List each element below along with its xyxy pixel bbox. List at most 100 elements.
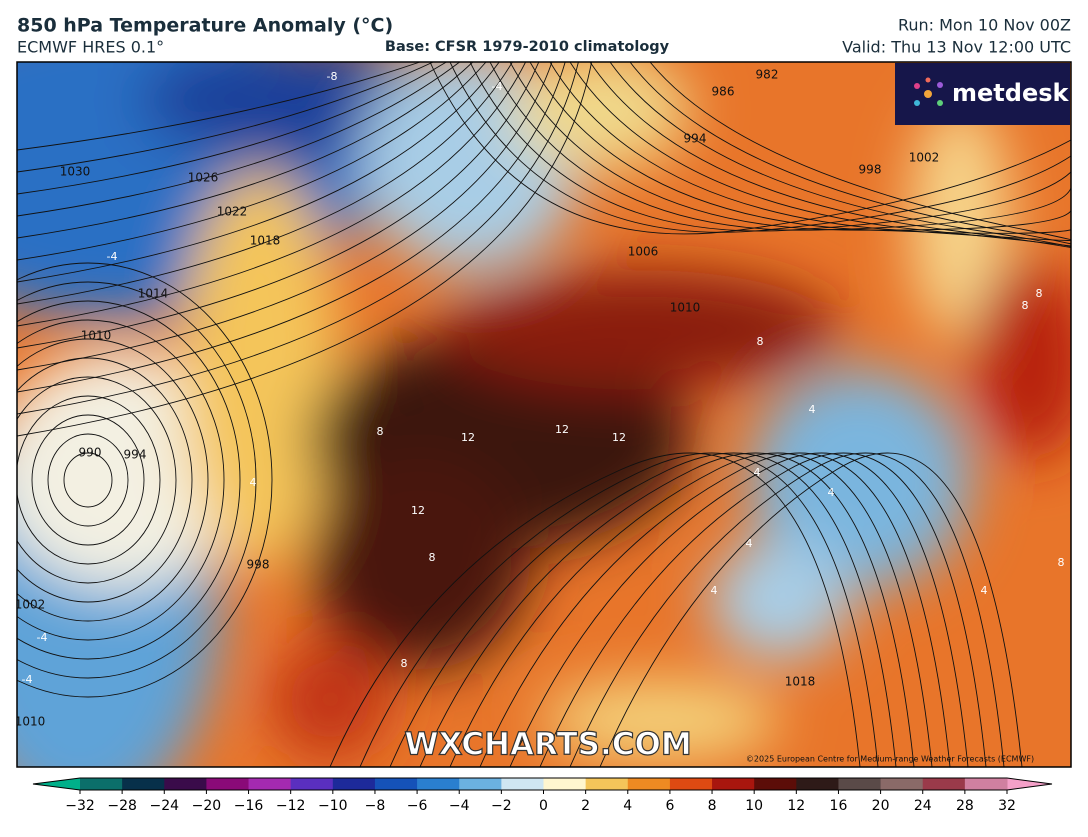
isobar xyxy=(17,262,273,698)
isobar xyxy=(17,319,225,641)
pressure-label: 998 xyxy=(247,558,270,572)
isobar xyxy=(429,62,1071,235)
isobar xyxy=(549,62,1071,242)
colorbar-tick-label: −20 xyxy=(192,798,222,814)
isobar xyxy=(17,62,447,195)
colorbar-tick-label: 32 xyxy=(998,798,1016,814)
colorbar-tick-label: −4 xyxy=(449,798,470,814)
colorbar-tick-label: 0 xyxy=(539,798,548,814)
anomaly-label: 4 xyxy=(711,584,718,597)
isobar xyxy=(359,452,879,767)
colorbar-segment xyxy=(80,778,123,790)
isobar xyxy=(17,62,500,283)
colorbar-tick-label: 20 xyxy=(872,798,890,814)
isobar xyxy=(569,452,1005,767)
isobar xyxy=(17,62,513,305)
isobar xyxy=(17,357,193,603)
anomaly-label: 12 xyxy=(555,423,569,436)
pressure-label: 990 xyxy=(79,446,102,460)
pressure-label: 998 xyxy=(859,163,882,177)
colorbar-tick-label: −6 xyxy=(407,798,428,814)
colorbar-segment xyxy=(796,778,839,790)
isobar xyxy=(17,62,487,261)
isobar xyxy=(509,62,1071,231)
colorbar-tick-label: 28 xyxy=(956,798,974,814)
colorbar-segment xyxy=(585,778,629,790)
run: Run: Mon 10 Nov 00Z xyxy=(898,16,1071,35)
pressure-label: 1010 xyxy=(15,715,46,729)
anomaly-label: 8 xyxy=(757,335,764,348)
anomaly-label: 8 xyxy=(1036,287,1043,300)
pressure-label: 1006 xyxy=(628,245,659,259)
colorbar-tick-label: 12 xyxy=(787,798,805,814)
isobar xyxy=(17,62,460,217)
colorbar-segment xyxy=(248,778,292,790)
isobar xyxy=(63,452,113,508)
colorbar-below xyxy=(33,778,80,790)
isobar xyxy=(47,433,129,527)
isobar xyxy=(17,62,434,173)
pressure-label: 1010 xyxy=(81,329,112,343)
colorbar-tick-label: −12 xyxy=(276,798,306,814)
anomaly-label: 4 xyxy=(981,584,988,597)
pressure-label: 1010 xyxy=(670,301,701,315)
pressure-label: 994 xyxy=(684,132,707,146)
valid: Valid: Thu 13 Nov 12:00 UTC xyxy=(842,38,1071,57)
isobars xyxy=(17,62,1071,767)
colorbar-tick-label: 4 xyxy=(623,798,632,814)
pressure-label: 1014 xyxy=(138,287,169,301)
colorbar-tick-label: −24 xyxy=(149,798,179,814)
colorbar-segment xyxy=(122,778,165,790)
isobar xyxy=(17,338,209,622)
pressure-label: 1002 xyxy=(15,598,46,612)
isobar xyxy=(609,62,1071,284)
colorbar-tick-label: −16 xyxy=(234,798,264,814)
pressure-label: 1026 xyxy=(188,171,219,185)
isobar xyxy=(589,62,1071,268)
anomaly-label: 4 xyxy=(250,476,257,489)
colorbar-segment xyxy=(543,778,587,790)
pressure-label: 1018 xyxy=(785,675,816,689)
isobar xyxy=(649,62,1071,316)
model: ECMWF HRES 0.1° xyxy=(17,38,164,57)
pressure-label: 1022 xyxy=(217,205,248,219)
colorbar-segment xyxy=(164,778,207,790)
isobar xyxy=(17,62,579,415)
isobar xyxy=(629,62,1071,300)
isobar xyxy=(17,300,241,660)
pressure-label: 986 xyxy=(712,85,735,99)
colorbar-tick-label: −2 xyxy=(491,798,512,814)
isobar xyxy=(469,62,1071,232)
colorbar-segment xyxy=(838,778,882,790)
copyright: ©2025 European Centre for Medium-range W… xyxy=(746,755,1034,764)
colorbar-segment xyxy=(964,778,1008,790)
isobar xyxy=(569,62,1071,253)
anomaly-label: -4 xyxy=(37,631,48,644)
anomaly-label: -4 xyxy=(492,80,503,93)
isobar xyxy=(17,62,474,239)
anomaly-label: 4 xyxy=(828,486,835,499)
colorbar-tick-label: −10 xyxy=(318,798,348,814)
anomaly-label: 8 xyxy=(401,657,408,670)
anomaly-label: 4 xyxy=(746,537,753,550)
colorbar-segment xyxy=(627,778,671,790)
colorbar-tick-label: 10 xyxy=(745,798,763,814)
colorbar-segment xyxy=(206,778,250,790)
colorbar-segment xyxy=(417,778,460,790)
colorbar-segment xyxy=(332,778,376,790)
colorbar: −32 −28 −24 −20 −16 −12 −10 −8 −6 −4 −2 0 2 4 6 8 10 12 16… xyxy=(32,777,1053,814)
pressure-label: 1002 xyxy=(909,151,940,165)
title: 850 hPa Temperature Anomaly (°C) xyxy=(17,15,393,37)
isobar xyxy=(389,452,897,767)
colorbar-segment xyxy=(880,778,924,790)
anomaly-label: 12 xyxy=(461,431,475,444)
colorbar-segment xyxy=(459,778,502,790)
isobar xyxy=(17,62,593,437)
colorbar-tick-label: 24 xyxy=(914,798,932,814)
isobar xyxy=(17,281,257,679)
anomaly-label: 8 xyxy=(1022,299,1029,312)
colorbar-segment xyxy=(754,778,797,790)
colorbar-segment xyxy=(669,778,713,790)
isobar xyxy=(539,452,987,767)
